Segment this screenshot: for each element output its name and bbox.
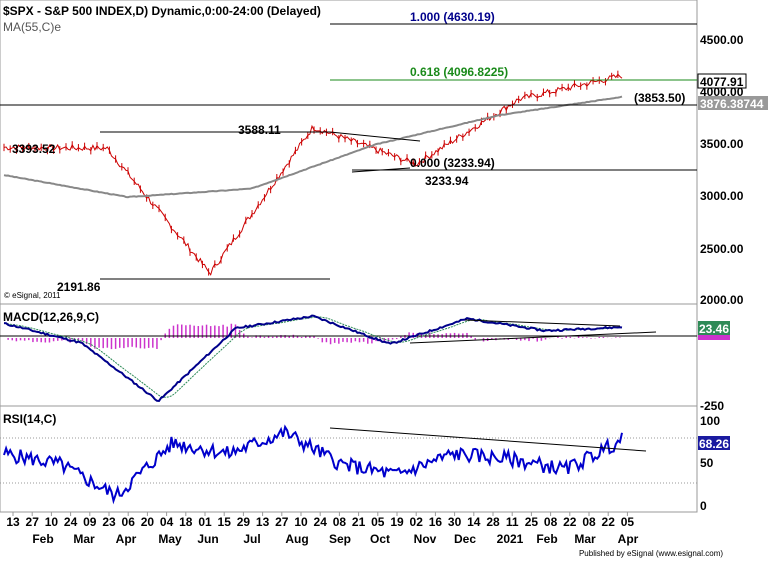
x-day-tick: 16 [429,515,443,529]
x-day-tick: 02 [410,515,424,529]
price-tick-4500: 4500.00 [700,33,744,47]
x-month-label: Feb [536,532,557,546]
last-price-value: 4077.91 [700,75,744,89]
x-month-label: Oct [370,532,390,546]
fib-0000-label: 0.000 (3233.94) [410,156,495,170]
label-3233: 3233.94 [425,174,469,188]
x-day-tick: 24 [64,515,78,529]
x-day-tick: 19 [390,515,404,529]
x-day-tick: 13 [256,515,270,529]
macd-value: 23.46 [699,322,729,336]
x-month-label: Dec [454,532,476,546]
x-month-label: Jul [243,532,260,546]
x-day-tick: 11 [506,515,519,529]
x-day-tick: 05 [371,515,385,529]
x-month-label: Apr [618,532,639,546]
x-day-tick: 24 [314,515,328,529]
x-day-tick: 08 [582,515,596,529]
x-day-tick: 09 [83,515,97,529]
label-3588: 3588.11 [238,123,281,137]
x-day-tick: 01 [198,515,212,529]
x-day-tick: 05 [621,515,635,529]
macd-signal-line [4,316,623,398]
channel-top-line [329,131,421,142]
watermark: © eSignal, 2011 [4,291,61,300]
x-day-tick: 27 [26,515,40,529]
price-tick-3500: 3500.00 [700,137,744,151]
x-month-label: Apr [116,532,137,546]
x-day-tick: 21 [352,515,366,529]
x-day-tick: 23 [102,515,116,529]
ma-value: 3876.38744 [700,97,764,111]
price-panel [0,0,698,305]
price-tick-2000: 2000.00 [700,293,744,307]
x-day-tick: 10 [45,515,59,529]
x-month-label: May [158,532,182,546]
x-day-tick: 18 [179,515,193,529]
moving-average-line [3,95,623,199]
x-day-tick: 04 [160,515,174,529]
rsi-tick-100: 100 [700,414,720,428]
macd-line [3,314,623,403]
rsi-label: RSI(14,C) [3,412,56,426]
macd-value-badge [698,321,730,335]
x-month-label: Nov [414,532,437,546]
fib-0618-label: 0.618 (4096.8225) [410,65,508,79]
rsi-value-badge [698,436,730,450]
channel-bottom-line [351,167,411,173]
x-day-tick: 20 [141,515,155,529]
macd-trend-top [464,319,621,327]
rsi-tick-0: 0 [700,499,707,513]
macd-trend-bottom [409,331,657,344]
rsi-trend-line [329,427,647,452]
rsi-value: 68.26 [699,437,729,451]
x-day-tick: 25 [525,515,539,529]
x-day-tick: 06 [122,515,136,529]
x-month-label: Jun [197,532,218,546]
price-line [3,73,623,276]
price-axis: 4500.00 4000.00 3500.00 3000.00 2500.00 … [700,33,744,307]
x-day-tick: 14 [467,515,481,529]
x-day-tick: 08 [544,515,558,529]
x-day-tick: 29 [237,515,251,529]
x-day-tick: 22 [602,515,616,529]
x-day-tick: 10 [294,515,308,529]
x-day-tick: 08 [333,515,347,529]
rsi-line [3,424,623,505]
x-month-label: Feb [32,532,53,546]
x-month-label: Aug [285,532,308,546]
x-day-tick: 22 [563,515,577,529]
x-axis-days: 13 27 10 24 09 23 06 20 04 18 01 15 29 13 27 10 24 08 21 05… [6,512,634,529]
chart-title: $SPX - S&P 500 INDEX,D) Dynamic,0:00-24:… [3,4,321,18]
price-tick-2500: 2500.00 [700,242,744,256]
footer: Published by eSignal (www.esignal.com) [579,549,723,558]
x-month-label: Sep [329,532,351,546]
x-axis-months: Feb Mar Apr May Jun Jul Aug Sep Oct Nov Dec 2021 Feb… [32,532,638,546]
x-day-tick: 15 [218,515,232,529]
macd-label: MACD(12,26,9,C) [3,310,99,324]
label-3853: (3853.50) [634,91,685,105]
macd-axis-label: -250 [700,399,724,413]
ma-value-badge [698,96,768,110]
rsi-tick-50: 50 [700,456,714,470]
x-month-label: Mar [73,532,95,546]
price-tick-3000: 3000.00 [700,189,744,203]
x-month-label: 2021 [497,532,524,546]
macd-hist-badge [698,335,730,340]
x-month-label: Mar [574,532,596,546]
x-day-tick: 30 [448,515,462,529]
macd-panel [0,303,698,407]
x-day-tick: 13 [6,515,20,529]
label-3393: 3393.52 [12,142,56,156]
last-price-badge [697,73,747,89]
fib-1000-label: 1.000 (4630.19) [410,10,495,24]
x-day-tick: 27 [275,515,289,529]
label-2191: 2191.86 [57,280,101,294]
ma-indicator-label: MA(55,C)e [3,20,61,34]
x-day-tick: 28 [486,515,500,529]
